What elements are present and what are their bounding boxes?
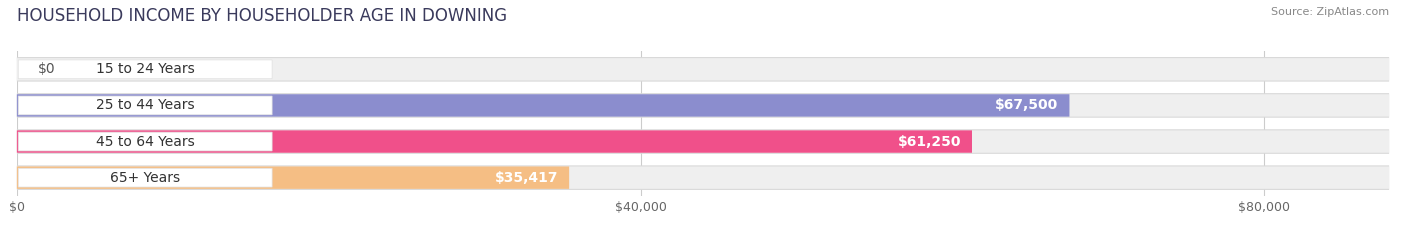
Text: Source: ZipAtlas.com: Source: ZipAtlas.com — [1271, 7, 1389, 17]
Text: 65+ Years: 65+ Years — [110, 171, 180, 185]
FancyBboxPatch shape — [17, 94, 1389, 117]
FancyBboxPatch shape — [17, 93, 1389, 118]
FancyBboxPatch shape — [17, 166, 1389, 189]
FancyBboxPatch shape — [17, 166, 569, 189]
Text: $61,250: $61,250 — [897, 134, 962, 149]
Text: 25 to 44 Years: 25 to 44 Years — [96, 98, 194, 113]
FancyBboxPatch shape — [17, 58, 1389, 81]
FancyBboxPatch shape — [18, 168, 273, 187]
FancyBboxPatch shape — [17, 130, 1389, 153]
FancyBboxPatch shape — [17, 129, 1389, 154]
FancyBboxPatch shape — [17, 57, 1389, 82]
Text: 15 to 24 Years: 15 to 24 Years — [96, 62, 194, 76]
FancyBboxPatch shape — [17, 94, 1070, 117]
FancyBboxPatch shape — [18, 132, 273, 151]
FancyBboxPatch shape — [17, 165, 1389, 190]
FancyBboxPatch shape — [17, 130, 972, 153]
FancyBboxPatch shape — [18, 60, 273, 79]
Text: $0: $0 — [38, 62, 55, 76]
Text: $35,417: $35,417 — [495, 171, 558, 185]
Text: 45 to 64 Years: 45 to 64 Years — [96, 134, 194, 149]
Text: $67,500: $67,500 — [995, 98, 1059, 113]
Text: HOUSEHOLD INCOME BY HOUSEHOLDER AGE IN DOWNING: HOUSEHOLD INCOME BY HOUSEHOLDER AGE IN D… — [17, 7, 508, 25]
FancyBboxPatch shape — [18, 96, 273, 115]
